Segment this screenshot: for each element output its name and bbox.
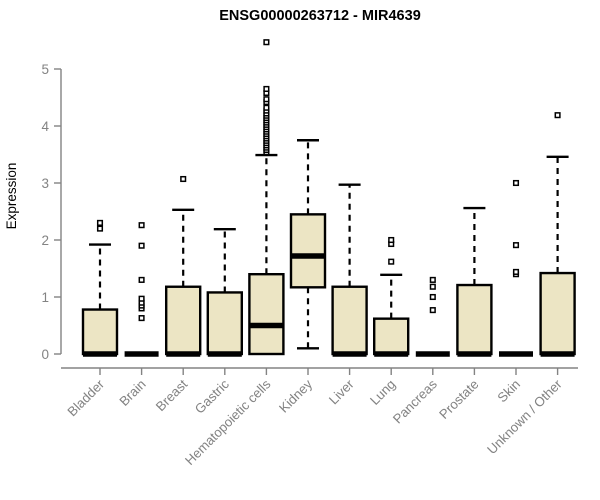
- y-tick-label: 2: [41, 233, 49, 248]
- y-axis-label: Expression: [4, 163, 19, 230]
- y-tick-label: 3: [41, 176, 49, 191]
- outlier-point: [429, 307, 436, 314]
- x-tick-label: Brain: [116, 377, 148, 409]
- box-iqr: [539, 271, 576, 356]
- box-iqr: [248, 273, 285, 356]
- x-tick-label: Prostate: [436, 377, 481, 422]
- outlier-point: [512, 242, 520, 249]
- x-tick-label: Gastric: [192, 376, 232, 416]
- x-tick-label: Kidney: [276, 376, 315, 415]
- box-iqr: [456, 283, 493, 356]
- boxplot-pancreas: [415, 276, 450, 357]
- outlier-point: [180, 175, 187, 183]
- boxplot-gastric: [206, 227, 244, 357]
- plot-area: [81, 39, 576, 357]
- box-iqr: [81, 308, 119, 356]
- outlier-point: [388, 236, 395, 244]
- outlier-point: [429, 293, 436, 301]
- box-iqr: [373, 317, 410, 356]
- boxplot-brain: [124, 222, 159, 357]
- x-tick-label: Skin: [494, 377, 523, 406]
- outlier-point: [263, 104, 270, 111]
- x-tick-label: Unknown / Other: [484, 376, 565, 457]
- boxplot-unknown-other: [539, 112, 576, 357]
- boxplot-skin: [499, 179, 533, 357]
- box-iqr: [289, 213, 327, 289]
- y-tick-label: 1: [41, 290, 49, 305]
- boxplot-liver: [331, 183, 368, 357]
- outlier-point: [263, 39, 270, 46]
- outlier-point: [96, 225, 104, 232]
- x-tick-label: Pancreas: [390, 376, 440, 426]
- box-iqr: [164, 285, 202, 356]
- boxplot-prostate: [456, 206, 493, 357]
- outlier-point: [138, 295, 145, 302]
- outlier-point: [138, 276, 145, 283]
- outlier-point: [138, 242, 145, 249]
- x-tick-label: Breast: [153, 376, 191, 414]
- chart-title: ENSG00000263712 - MIR4639: [219, 8, 421, 24]
- outlier-point: [138, 315, 145, 322]
- outlier-point: [388, 258, 395, 265]
- boxplot-hematopoietic-cells: [248, 39, 285, 356]
- outlier-point: [96, 219, 104, 226]
- outlier-point: [263, 85, 270, 93]
- x-tick-label: Bladder: [64, 376, 107, 419]
- y-tick-label: 0: [41, 347, 49, 362]
- outlier-point: [512, 268, 520, 275]
- box-iqr: [331, 285, 368, 356]
- boxplot-breast: [164, 175, 202, 357]
- box-iqr: [206, 291, 244, 356]
- boxplot-kidney: [289, 139, 327, 350]
- outlier-point: [263, 96, 270, 103]
- boxplot-lung: [373, 236, 410, 357]
- outlier-point: [138, 222, 145, 229]
- x-tick-label: Lung: [367, 377, 398, 408]
- x-tick-label: Liver: [326, 376, 357, 407]
- boxplot-bladder: [81, 219, 119, 357]
- y-axis: 0 1 2 3 4 5: [41, 62, 62, 362]
- outlier-point: [512, 179, 520, 187]
- y-tick-label: 5: [41, 62, 49, 77]
- outlier-point: [429, 276, 436, 283]
- y-tick-label: 4: [41, 119, 49, 134]
- outlier-point: [429, 283, 436, 290]
- outlier-point: [554, 112, 561, 119]
